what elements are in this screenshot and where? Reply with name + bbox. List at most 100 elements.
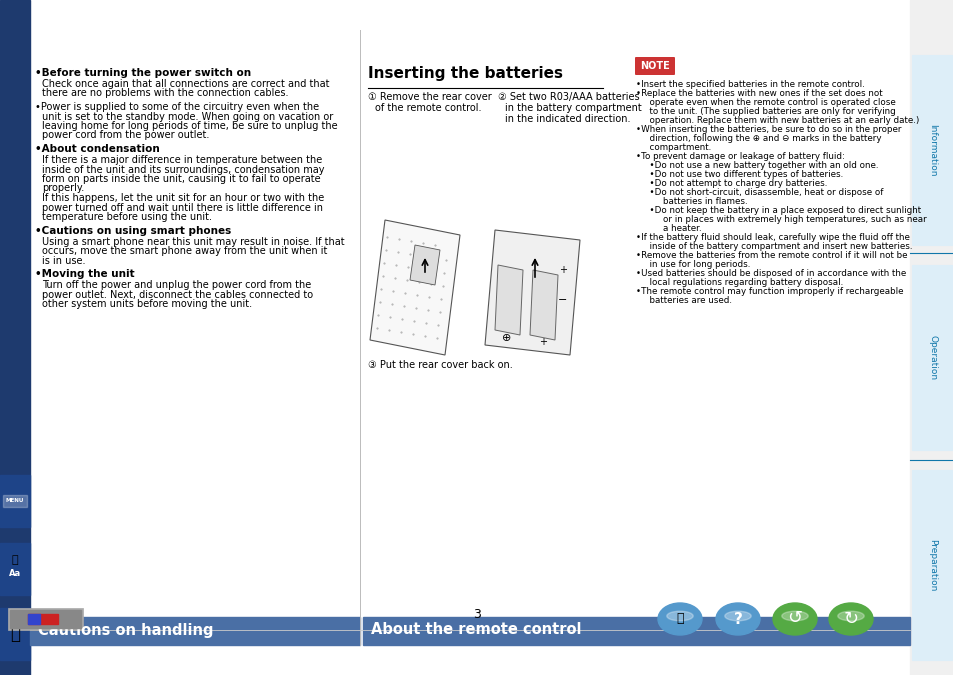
Bar	[911, 265, 951, 450]
Text: ③ Put the rear cover back on.: ③ Put the rear cover back on.	[368, 360, 512, 370]
Text: •Do not keep the battery in a place exposed to direct sunlight: •Do not keep the battery in a place expo…	[643, 206, 921, 215]
Ellipse shape	[828, 603, 872, 635]
Bar	[10, 610, 81, 628]
Text: other system units before moving the unit.: other system units before moving the uni…	[42, 299, 252, 309]
Polygon shape	[484, 230, 579, 355]
Text: in the battery compartment: in the battery compartment	[504, 103, 641, 113]
Text: About the remote control: About the remote control	[371, 622, 581, 637]
Text: ⊕: ⊕	[502, 333, 511, 343]
Ellipse shape	[666, 611, 693, 621]
Text: •About condensation: •About condensation	[35, 144, 159, 154]
Bar	[0, 608, 30, 660]
Polygon shape	[530, 270, 558, 340]
Text: Inserting the batteries: Inserting the batteries	[368, 66, 562, 81]
Text: 📖: 📖	[676, 612, 683, 626]
Text: +: +	[538, 337, 546, 347]
Text: local regulations regarding battery disposal.: local regulations regarding battery disp…	[643, 278, 842, 287]
Text: leaving home for long periods of time, be sure to unplug the: leaving home for long periods of time, b…	[42, 121, 337, 131]
Text: +: +	[558, 265, 566, 275]
Text: power cord from the power outlet.: power cord from the power outlet.	[42, 130, 209, 140]
Text: form on parts inside the unit, causing it to fail to operate: form on parts inside the unit, causing i…	[42, 174, 320, 184]
Text: inside of the battery compartment and insert new batteries.: inside of the battery compartment and in…	[643, 242, 911, 251]
Ellipse shape	[658, 603, 701, 635]
Text: ?: ?	[733, 612, 741, 626]
Bar	[8, 608, 83, 630]
Text: •To prevent damage or leakage of battery fluid:: •To prevent damage or leakage of battery…	[636, 152, 844, 161]
Text: batteries are used.: batteries are used.	[643, 296, 731, 305]
Ellipse shape	[772, 603, 816, 635]
Text: Information: Information	[927, 124, 937, 176]
Text: If this happens, let the unit sit for an hour or two with the: If this happens, let the unit sit for an…	[42, 193, 324, 203]
Ellipse shape	[716, 603, 760, 635]
Text: ↻: ↻	[842, 610, 858, 628]
Text: direction, following the ⊕ and ⊖ marks in the battery: direction, following the ⊕ and ⊖ marks i…	[643, 134, 881, 143]
Bar	[0, 475, 30, 527]
Text: MENU: MENU	[6, 499, 24, 504]
Text: •Do not use a new battery together with an old one.: •Do not use a new battery together with …	[643, 161, 878, 170]
Text: there are no problems with the connection cables.: there are no problems with the connectio…	[42, 88, 288, 99]
Text: •Do not short-circuit, disassemble, heat or dispose of: •Do not short-circuit, disassemble, heat…	[643, 188, 882, 197]
Text: •Used batteries should be disposed of in accordance with the: •Used batteries should be disposed of in…	[636, 269, 905, 278]
Text: power outlet. Next, disconnect the cables connected to: power outlet. Next, disconnect the cable…	[42, 290, 313, 300]
Text: ② Set two R03/AAA batteries: ② Set two R03/AAA batteries	[497, 92, 639, 102]
Bar	[3, 495, 27, 507]
Text: occurs, move the smart phone away from the unit when it: occurs, move the smart phone away from t…	[42, 246, 327, 256]
Text: Turn off the power and unplug the power cord from the: Turn off the power and unplug the power …	[42, 280, 311, 290]
Ellipse shape	[724, 611, 750, 621]
Bar	[911, 470, 951, 660]
Bar	[0, 0, 30, 675]
Bar	[363, 617, 909, 645]
Text: •Insert the specified batteries in the remote control.: •Insert the specified batteries in the r…	[636, 80, 863, 89]
Bar	[30, 617, 359, 645]
Polygon shape	[495, 265, 522, 335]
Text: Check once again that all connections are correct and that: Check once again that all connections ar…	[42, 79, 329, 89]
Text: NOTE: NOTE	[639, 61, 669, 71]
Text: properly.: properly.	[42, 184, 84, 194]
Text: temperature before using the unit.: temperature before using the unit.	[42, 212, 212, 222]
Text: 📗: 📗	[10, 625, 20, 643]
Text: Using a smart phone near this unit may result in noise. If that: Using a smart phone near this unit may r…	[42, 236, 344, 246]
Text: ① Remove the rear cover: ① Remove the rear cover	[368, 92, 491, 102]
Text: •When inserting the batteries, be sure to do so in the proper: •When inserting the batteries, be sure t…	[636, 125, 901, 134]
FancyBboxPatch shape	[635, 57, 675, 75]
Text: Operation: Operation	[927, 335, 937, 380]
Ellipse shape	[781, 611, 807, 621]
Text: 3: 3	[473, 608, 480, 622]
Text: •The remote control may function improperly if rechargeable: •The remote control may function imprope…	[636, 287, 902, 296]
Text: •Do not attempt to charge dry batteries.: •Do not attempt to charge dry batteries.	[643, 179, 826, 188]
Text: •Cautions on using smart phones: •Cautions on using smart phones	[35, 225, 231, 236]
Bar	[28, 614, 40, 624]
Text: or in places with extremely high temperatures, such as near: or in places with extremely high tempera…	[651, 215, 925, 224]
Ellipse shape	[837, 611, 863, 621]
Bar	[0, 543, 30, 595]
Polygon shape	[370, 220, 459, 355]
Text: •Moving the unit: •Moving the unit	[35, 269, 134, 279]
Text: is in use.: is in use.	[42, 256, 86, 265]
Text: •Remove the batteries from the remote control if it will not be: •Remove the batteries from the remote co…	[636, 251, 906, 260]
Text: in use for long periods.: in use for long periods.	[643, 260, 750, 269]
Text: in the indicated direction.: in the indicated direction.	[504, 114, 630, 124]
Text: ↺: ↺	[786, 609, 801, 627]
Text: batteries in flames.: batteries in flames.	[651, 197, 747, 206]
Text: of the remote control.: of the remote control.	[375, 103, 481, 113]
Text: inside of the unit and its surroundings, condensation may: inside of the unit and its surroundings,…	[42, 165, 324, 175]
Text: operation. Replace them with new batteries at an early date.): operation. Replace them with new batteri…	[643, 116, 919, 125]
Text: unit is set to the standby mode. When going on vacation or: unit is set to the standby mode. When go…	[42, 111, 333, 121]
Text: •Do not use two different types of batteries.: •Do not use two different types of batte…	[643, 170, 842, 179]
Bar	[911, 55, 951, 245]
Polygon shape	[410, 245, 439, 285]
Text: compartment.: compartment.	[643, 143, 711, 152]
Text: a heater.: a heater.	[651, 224, 700, 233]
Text: If there is a major difference in temperature between the: If there is a major difference in temper…	[42, 155, 322, 165]
Text: •Before turning the power switch on: •Before turning the power switch on	[35, 68, 251, 78]
Bar	[28, 614, 58, 624]
Text: to the unit. (The supplied batteries are only for verifying: to the unit. (The supplied batteries are…	[643, 107, 895, 116]
Text: 👓: 👓	[11, 555, 18, 565]
Text: Aa: Aa	[9, 568, 21, 578]
Text: operate even when the remote control is operated close: operate even when the remote control is …	[643, 98, 895, 107]
Text: •If the battery fluid should leak, carefully wipe the fluid off the: •If the battery fluid should leak, caref…	[636, 233, 909, 242]
Text: power turned off and wait until there is little difference in: power turned off and wait until there is…	[42, 202, 323, 213]
Bar	[909, 0, 953, 675]
Text: •Power is supplied to some of the circuitry even when the: •Power is supplied to some of the circui…	[35, 102, 319, 112]
Text: Preparation: Preparation	[927, 539, 937, 591]
